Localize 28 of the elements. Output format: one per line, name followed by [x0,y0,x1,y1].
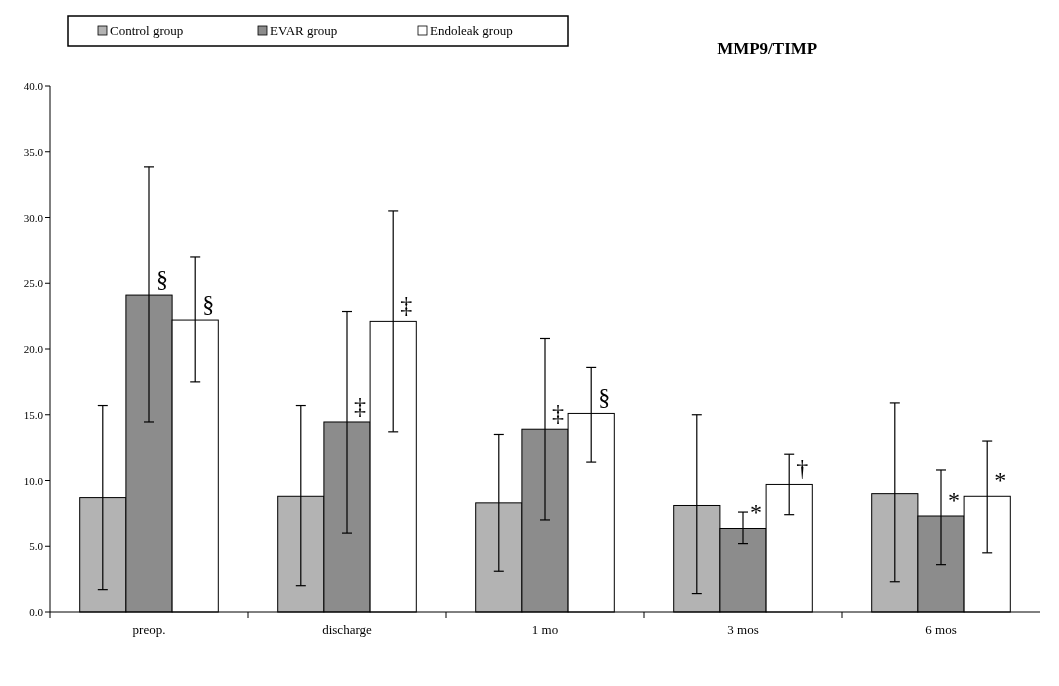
data-label: ‡ [400,292,413,319]
x-tick-label: 1 mo [531,622,559,637]
legend-label: Endoleak group [430,23,513,38]
y-tick-label: 5.0 [29,540,44,553]
y-tick-label: 15.0 [23,408,44,421]
x-tick-label: discharge [322,622,373,637]
x-tick-label: 6 mos [925,622,957,637]
y-tick-label: 25.0 [23,277,44,290]
legend-label: Control group [110,23,184,38]
data-label: § [155,266,168,293]
data-label: § [598,384,611,411]
data-label: * [749,499,762,526]
data-label: * [994,467,1007,494]
data-label: † [796,455,809,482]
data-label: * [947,487,960,514]
y-tick-label: 0.0 [29,606,44,618]
data-label: ‡ [353,392,366,419]
x-tick-label: preop. [132,622,166,637]
data-label: § [202,291,215,318]
y-tick-label: 20.0 [23,343,44,355]
x-tick-label: 3 mos [727,622,759,637]
legend-label: EVAR group [270,23,338,38]
chart-title: MMP9/TIMP [717,39,818,58]
y-tick-label: 10.0 [23,474,44,487]
y-tick-label: 30.0 [23,211,44,224]
data-label: ‡ [551,400,564,427]
y-tick-label: 35.0 [23,145,44,158]
y-tick-label: 40.0 [23,80,44,92]
